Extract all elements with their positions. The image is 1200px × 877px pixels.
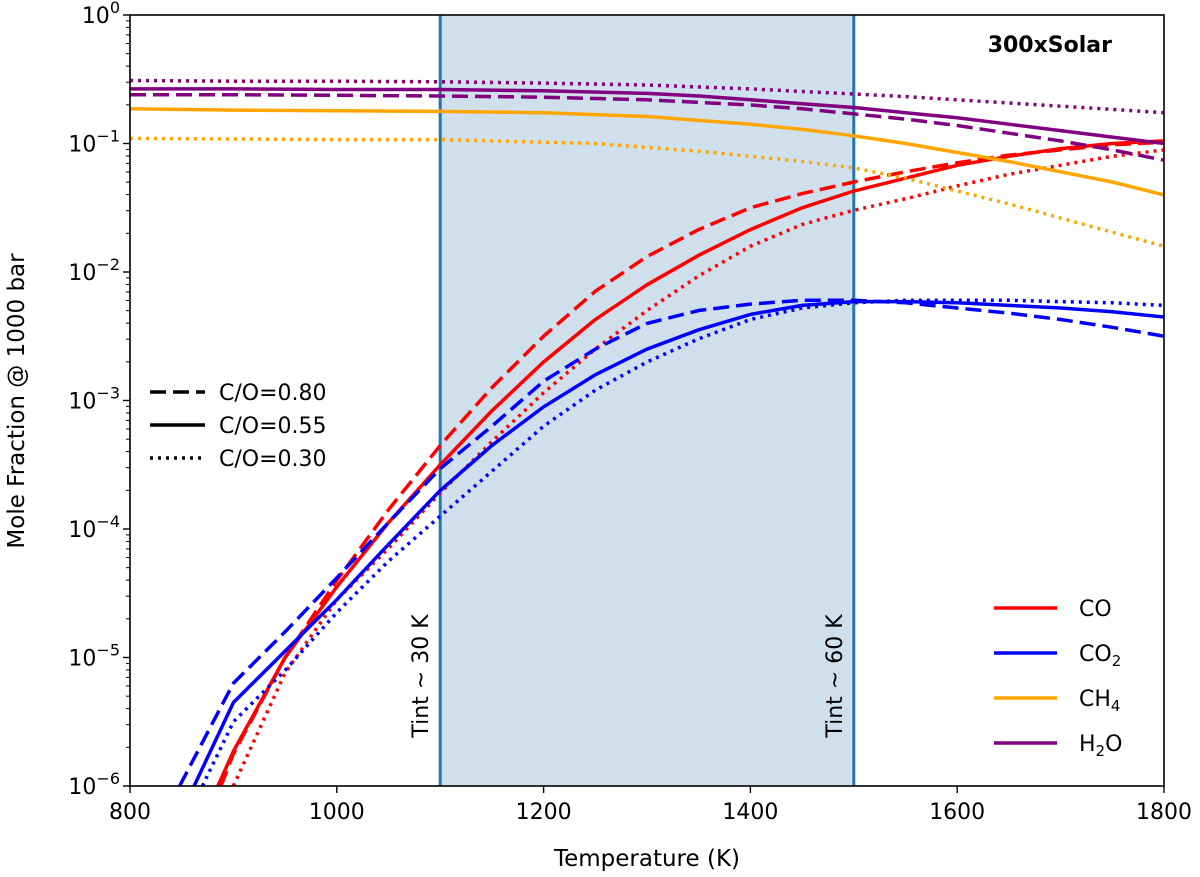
series-co2-co-0.55 xyxy=(192,299,1164,786)
chart-title: 300xSolar xyxy=(988,33,1112,58)
style-legend-label-2: C/O=0.30 xyxy=(219,447,327,472)
x-axis-label: Temperature (K) xyxy=(553,846,740,872)
shaded-region-layer xyxy=(440,15,854,786)
y-tick-label-6: 100 xyxy=(82,0,120,29)
y-tick-label-0: 10−6 xyxy=(68,769,120,800)
y-tick-label-3: 10−3 xyxy=(68,384,120,415)
vertical-line-label-0: Tint ~ 30 K xyxy=(409,614,434,739)
series-layer xyxy=(130,78,1164,786)
series-h2o-co-0.55 xyxy=(130,87,1164,146)
x-tick-label-4: 1600 xyxy=(929,800,985,825)
x-tick-label-0: 800 xyxy=(109,800,151,825)
series-h2o-co-0.30 xyxy=(130,78,1164,115)
series-co-co-0.55 xyxy=(216,139,1164,786)
x-axis-ticks: 800 1000 1200 1400 1600 1800 xyxy=(109,786,1192,825)
y-axis-label: Mole Fraction @ 1000 bar xyxy=(4,253,30,549)
co-ratio-legend: C/O=0.80 C/O=0.55 C/O=0.30 xyxy=(150,381,327,472)
series-ch4-co-0.55 xyxy=(130,107,1164,197)
species-legend: CO CO2 CH4 H2O xyxy=(994,597,1122,760)
y-tick-label-4: 10−2 xyxy=(68,255,120,286)
y-axis-ticks: 10−6 10−5 10−4 10−3 10−2 10−1 100 xyxy=(68,0,130,800)
y-tick-label-1: 10−5 xyxy=(68,641,120,672)
x-tick-label-3: 1400 xyxy=(722,800,778,825)
series-co2-co-0.30 xyxy=(200,298,1164,786)
x-tick-label-5: 1800 xyxy=(1136,800,1192,825)
y-tick-label-2: 10−4 xyxy=(68,512,120,543)
series-co2-co-0.80 xyxy=(178,298,1164,786)
style-legend-label-1: C/O=0.55 xyxy=(219,414,327,439)
vertical-lines-layer: Tint ~ 30 K Tint ~ 60 K xyxy=(409,15,856,786)
species-legend-label-ch4: CH4 xyxy=(1079,687,1120,715)
shaded-region xyxy=(440,15,854,786)
species-legend-label-co: CO xyxy=(1079,597,1112,622)
y-tick-label-5: 10−1 xyxy=(68,127,120,158)
species-legend-label-co2: CO2 xyxy=(1079,642,1121,670)
species-legend-label-h2o: H2O xyxy=(1079,732,1122,760)
vertical-line-label-1: Tint ~ 60 K xyxy=(823,614,848,739)
series-co-co-0.80 xyxy=(219,140,1164,786)
x-tick-label-2: 1200 xyxy=(516,800,572,825)
style-legend-label-0: C/O=0.80 xyxy=(219,381,327,406)
series-h2o-co-0.80 xyxy=(130,92,1164,162)
x-tick-label-1: 1000 xyxy=(309,800,365,825)
